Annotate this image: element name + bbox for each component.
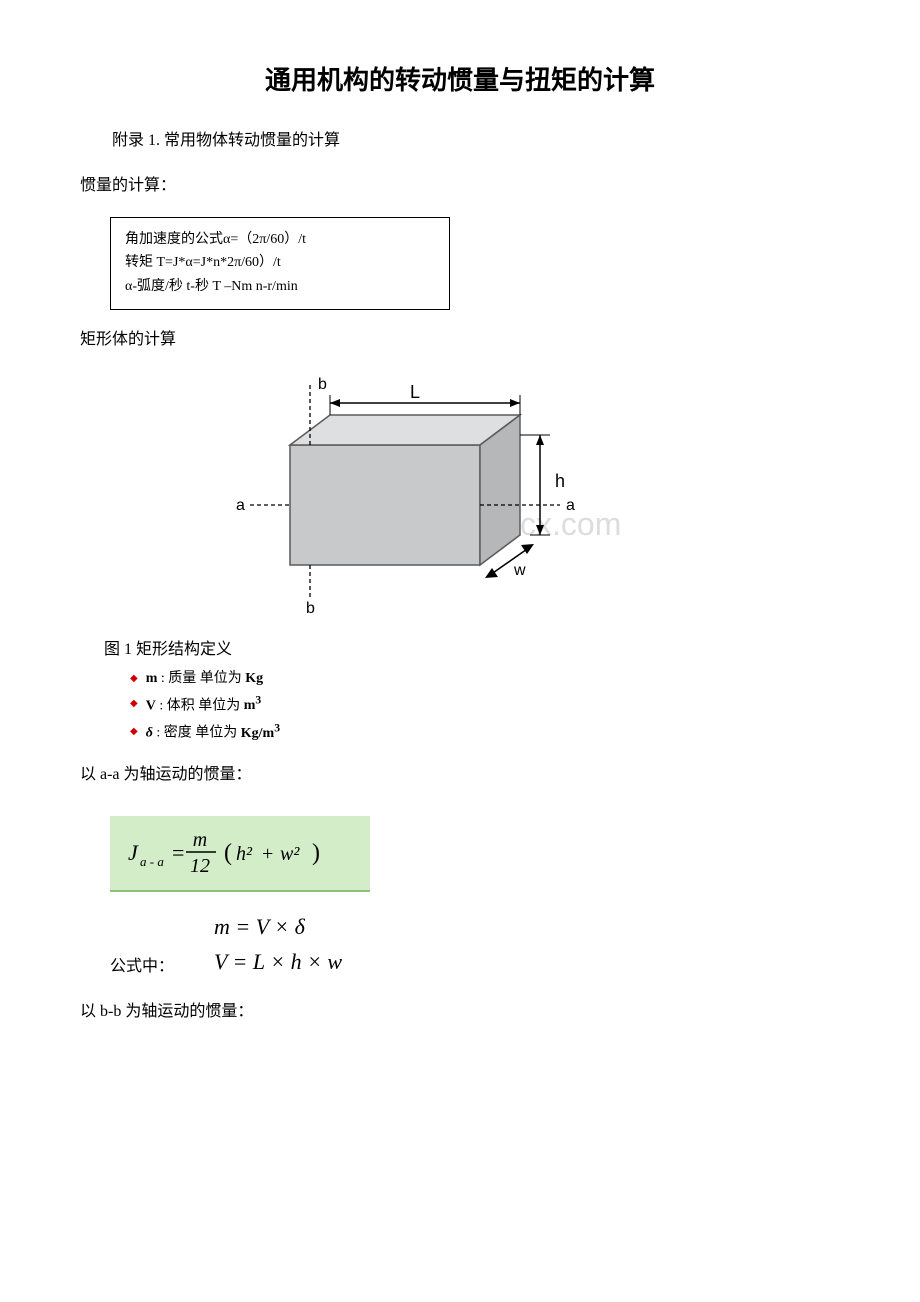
label-a-right: a bbox=[566, 497, 575, 514]
eq-paren-open: ( bbox=[224, 840, 232, 866]
label-w: w bbox=[513, 562, 526, 579]
equation-volume: V = L × h × w bbox=[214, 944, 342, 979]
arrowhead-icon bbox=[536, 435, 544, 445]
rectangular-body-diagram: www. cx.com L h w a a bbox=[220, 375, 840, 615]
where-row: 公式中： m = V × δ V = L × h × w bbox=[80, 909, 840, 979]
equation-mass: m = V × δ bbox=[214, 909, 342, 944]
eq-equals: = bbox=[172, 840, 184, 865]
eq-paren-close: ) bbox=[312, 840, 320, 866]
box-line-2: 转矩 T=J*α=J*n*2π/60）/t bbox=[125, 251, 435, 275]
symbol-m: m : 质量 单位为 Kg bbox=[146, 667, 263, 691]
arrowhead-icon bbox=[330, 399, 340, 407]
list-item: ◆ m : 质量 单位为 Kg bbox=[130, 667, 840, 691]
bullet-icon: ◆ bbox=[130, 699, 138, 709]
eq-denominator: 12 bbox=[190, 855, 210, 877]
aa-axis-label: 以 a-a 为轴运动的惯量： bbox=[80, 761, 840, 790]
rect-calc-label: 矩形体的计算 bbox=[80, 326, 840, 355]
symbol-V: V : 体积 单位为 m3 bbox=[146, 691, 262, 718]
figure-caption: 图 1 矩形结构定义 bbox=[80, 635, 840, 659]
bullet-icon: ◆ bbox=[130, 674, 138, 684]
list-item: ◆ δ : 密度 单位为 Kg/m3 bbox=[130, 718, 840, 745]
eq-numerator: m bbox=[193, 829, 207, 851]
label-b-bottom: b bbox=[306, 600, 315, 615]
page-title: 通用机构的转动惯量与扭矩的计算 bbox=[80, 60, 840, 97]
appendix-line: 附录 1. 常用物体转动惯量的计算 bbox=[80, 127, 840, 156]
label-b-top: b bbox=[318, 376, 327, 393]
bullet-icon: ◆ bbox=[130, 727, 138, 737]
eq-h2: h² bbox=[236, 843, 253, 865]
symbol-delta: δ : 密度 单位为 Kg/m3 bbox=[146, 718, 280, 745]
box-line-3: α-弧度/秒 t-秒 T –Nm n-r/min bbox=[125, 275, 435, 299]
bb-axis-label: 以 b-b 为轴运动的惯量： bbox=[80, 998, 840, 1027]
list-item: ◆ V : 体积 单位为 m3 bbox=[130, 691, 840, 718]
arrowhead-icon bbox=[485, 568, 498, 578]
eq-plus: + bbox=[262, 843, 273, 865]
label-a-left: a bbox=[236, 497, 245, 514]
angular-accel-box: 角加速度的公式α=（2π/60）/t 转矩 T=J*α=J*n*2π/60）/t… bbox=[110, 217, 450, 310]
eq-w2: w² bbox=[280, 843, 300, 865]
formula-where-label: 公式中： bbox=[110, 952, 174, 976]
eq-J-sub: a - a bbox=[140, 854, 164, 869]
inertia-calc-label: 惯量的计算： bbox=[80, 172, 840, 201]
symbol-definitions: ◆ m : 质量 单位为 Kg ◆ V : 体积 单位为 m3 ◆ δ : 密度… bbox=[130, 667, 840, 746]
box-line-1: 角加速度的公式α=（2π/60）/t bbox=[125, 228, 435, 252]
label-L: L bbox=[410, 382, 420, 402]
cuboid-front-face bbox=[290, 445, 480, 565]
arrowhead-icon bbox=[510, 399, 520, 407]
equation-aa-inertia: J a - a = m 12 ( h² + w² ) bbox=[110, 816, 370, 892]
label-h: h bbox=[555, 471, 565, 491]
eq-J: J bbox=[128, 840, 139, 865]
